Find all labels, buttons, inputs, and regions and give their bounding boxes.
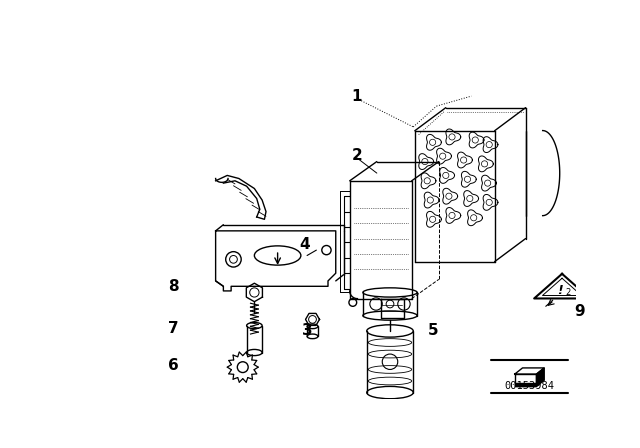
Polygon shape <box>515 383 536 386</box>
Text: 2: 2 <box>566 288 571 297</box>
Text: 5: 5 <box>428 323 438 338</box>
Text: 8: 8 <box>168 279 179 294</box>
Text: 2: 2 <box>351 148 362 163</box>
Text: 6: 6 <box>168 358 179 373</box>
Text: 4: 4 <box>300 237 310 252</box>
Text: !: ! <box>557 284 563 297</box>
Text: 1: 1 <box>351 89 362 103</box>
Text: 7: 7 <box>168 321 179 336</box>
Text: 00153984: 00153984 <box>504 381 554 392</box>
Polygon shape <box>515 374 536 386</box>
Polygon shape <box>515 368 544 374</box>
Polygon shape <box>536 368 544 386</box>
Text: 3: 3 <box>302 323 312 338</box>
Text: 9: 9 <box>575 304 585 319</box>
